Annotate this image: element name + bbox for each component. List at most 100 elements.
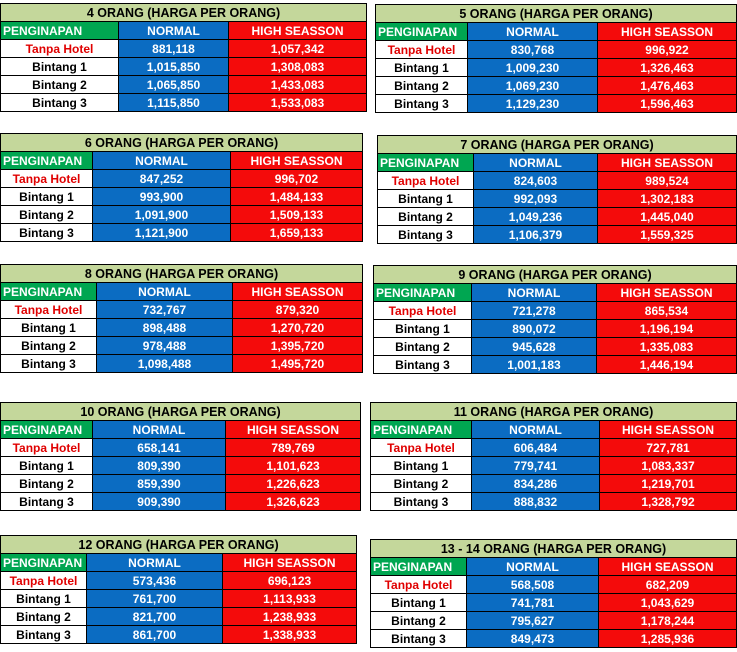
normal-price: 1,065,850 [118,75,229,94]
high-season-price: 1,196,194 [596,319,737,338]
normal-price: 658,141 [92,438,226,457]
high-season-price: 1,270,720 [232,318,363,337]
header-penginapan: PENGINAPAN [370,420,472,439]
high-season-price: 1,446,194 [596,355,737,374]
normal-price: 1,091,900 [92,205,231,224]
normal-price: 888,832 [471,492,600,511]
normal-price: 795,627 [466,611,599,630]
row-label: Bintang 1 [370,593,467,612]
header-normal: NORMAL [92,151,231,170]
header-high-season: HIGH SEASSON [598,420,737,439]
price-table-12-orang: 12 ORANG (HARGA PER ORANG) PENGINAPAN NOR… [0,535,358,644]
normal-price: 861,700 [86,625,223,644]
table-title: 13 - 14 ORANG (HARGA PER ORANG) [370,539,737,558]
normal-price: 898,488 [96,318,233,337]
high-season-price: 1,302,183 [597,189,737,208]
normal-price: 1,001,183 [471,355,597,374]
high-season-price: 865,534 [596,301,737,320]
normal-price: 847,252 [92,169,231,188]
high-season-price: 989,524 [597,171,737,190]
header-penginapan: PENGINAPAN [375,22,468,41]
row-label: Tanpa Hotel [0,300,97,319]
high-season-price: 1,484,133 [230,187,363,206]
header-high-season: HIGH SEASSON [221,553,358,572]
row-label: Bintang 1 [373,319,472,338]
row-label: Tanpa Hotel [377,171,474,190]
normal-price: 1,115,850 [118,93,229,112]
price-table-6-orang: 6 ORANG (HARGA PER ORANG) PENGINAPAN NORM… [0,133,363,242]
normal-price: 1,069,230 [467,76,598,95]
normal-price: 721,278 [471,301,597,320]
high-season-price: 1,326,623 [224,492,362,511]
normal-price: 1,106,379 [473,225,598,244]
header-normal: NORMAL [118,21,229,40]
row-label: Tanpa Hotel [373,301,472,320]
high-season-price: 1,533,083 [228,93,367,112]
normal-price: 779,741 [471,456,600,475]
high-season-price: 879,320 [232,300,363,319]
high-season-price: 1,043,629 [598,593,737,612]
header-penginapan: PENGINAPAN [370,557,467,576]
normal-price: 761,700 [86,589,223,608]
header-penginapan: PENGINAPAN [377,153,474,172]
header-normal: NORMAL [466,557,599,576]
header-normal: NORMAL [471,420,600,439]
normal-price: 1,121,900 [92,223,231,242]
table-title: 8 ORANG (HARGA PER ORANG) [0,264,363,283]
row-label: Bintang 1 [0,456,93,475]
header-penginapan: PENGINAPAN [0,420,93,439]
row-label: Bintang 3 [0,93,119,112]
normal-price: 1,098,488 [96,354,233,373]
normal-price: 1,129,230 [467,94,598,113]
normal-price: 606,484 [471,438,600,457]
row-label: Bintang 1 [0,318,97,337]
table-title: 4 ORANG (HARGA PER ORANG) [0,3,367,22]
price-table-7-orang: 7 ORANG (HARGA PER ORANG) PENGINAPAN NORM… [377,135,737,244]
normal-price: 859,390 [92,474,226,493]
normal-price: 830,768 [467,40,598,59]
normal-price: 573,436 [86,571,223,590]
row-label: Bintang 1 [375,58,468,77]
high-season-price: 1,509,133 [230,205,363,224]
row-label: Bintang 3 [370,629,467,648]
price-table-11-orang: 11 ORANG (HARGA PER ORANG) PENGINAPAN NOR… [369,402,737,511]
high-season-price: 1,559,325 [597,225,737,244]
row-label: Bintang 2 [0,205,93,224]
header-penginapan: PENGINAPAN [0,282,97,301]
header-high-season: HIGH SEASSON [597,153,737,172]
row-label: Bintang 1 [377,189,474,208]
high-season-price: 727,781 [598,438,737,457]
high-season-price: 1,083,337 [598,456,737,475]
row-label: Tanpa Hotel [0,169,93,188]
table-title: 5 ORANG (HARGA PER ORANG) [375,4,737,23]
row-label: Tanpa Hotel [375,40,468,59]
row-label: Tanpa Hotel [370,438,472,457]
row-label: Bintang 3 [370,492,472,511]
high-season-price: 996,702 [230,169,363,188]
high-season-price: 1,433,083 [228,75,367,94]
header-penginapan: PENGINAPAN [0,553,87,572]
normal-price: 732,767 [96,300,233,319]
table-title: 7 ORANG (HARGA PER ORANG) [377,135,737,154]
price-table-5-orang: 5 ORANG (HARGA PER ORANG) PENGINAPAN NORM… [375,4,737,113]
row-label: Bintang 3 [0,223,93,242]
header-penginapan: PENGINAPAN [0,151,93,170]
high-season-price: 1,101,623 [224,456,362,475]
normal-price: 1,015,850 [118,57,229,76]
high-season-price: 1,495,720 [232,354,363,373]
normal-price: 978,488 [96,336,233,355]
high-season-price: 1,285,936 [598,629,737,648]
high-season-price: 996,922 [597,40,737,59]
normal-price: 890,072 [471,319,597,338]
header-normal: NORMAL [92,420,226,439]
header-high-season: HIGH SEASSON [598,557,737,576]
row-label: Tanpa Hotel [370,575,467,594]
normal-price: 849,473 [466,629,599,648]
normal-price: 824,603 [473,171,598,190]
high-season-price: 1,395,720 [232,336,363,355]
normal-price: 1,009,230 [467,58,598,77]
row-label: Bintang 2 [373,337,472,356]
row-label: Bintang 2 [0,607,87,626]
row-label: Bintang 3 [0,354,97,373]
high-season-price: 696,123 [221,571,358,590]
